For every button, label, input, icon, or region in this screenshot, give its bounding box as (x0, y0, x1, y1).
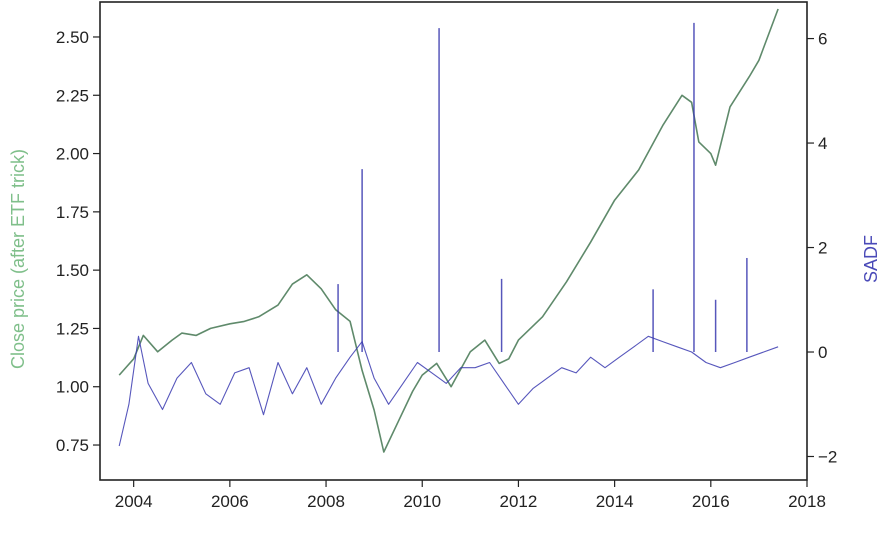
left-axis-title: Close price (after ETF trick) (8, 149, 28, 369)
x-tick-label: 2010 (403, 492, 441, 511)
x-tick-label: 2008 (307, 492, 345, 511)
axes-layer: 2004 2006 2008 2010 2012 2014 2016 2018 0.75 1.00… (56, 28, 837, 511)
y-right-tick-label: 6 (818, 30, 827, 49)
y-left-tick-label: 2.00 (56, 145, 89, 164)
y-left-tick-label: 2.50 (56, 28, 89, 47)
price-line (118, 8, 779, 453)
y-left-tick-label: 2.25 (56, 86, 89, 105)
y-right-tick-label: −2 (818, 447, 837, 466)
x-tick-label: 2006 (211, 492, 249, 511)
series-layer (118, 8, 779, 453)
x-tick-label: 2012 (500, 492, 538, 511)
x-tick-label: 2016 (692, 492, 730, 511)
y-right-tick-label: 4 (818, 134, 827, 153)
x-tick-label: 2014 (596, 492, 634, 511)
right-axis-title: SADF (861, 235, 881, 283)
plot-frame (99, 1, 808, 481)
x-tick-label: 2004 (115, 492, 153, 511)
y-right-tick-label: 2 (818, 239, 827, 258)
y-left-tick-label: 1.75 (56, 203, 89, 222)
sadf-line (118, 335, 779, 447)
y-left-tick-label: 1.25 (56, 319, 89, 338)
y-left-tick-label: 1.50 (56, 261, 89, 280)
y-right-tick-label: 0 (818, 343, 827, 362)
x-tick-label: 2018 (788, 492, 826, 511)
y-left-tick-label: 0.75 (56, 436, 89, 455)
y-left-tick-label: 1.00 (56, 378, 89, 397)
